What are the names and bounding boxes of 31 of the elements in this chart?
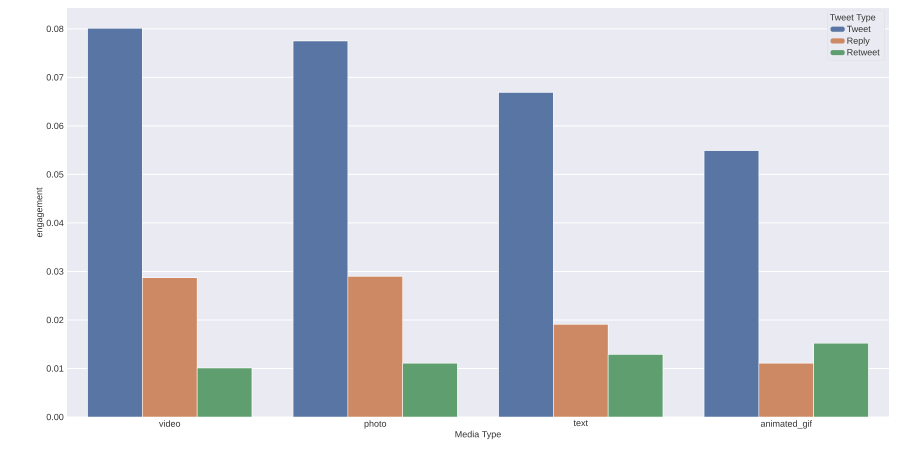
x-tick-label: animated_gif — [760, 420, 812, 429]
y-tick-label: 0.08 — [46, 26, 64, 32]
bar — [704, 150, 760, 417]
bar — [402, 362, 458, 417]
bar — [498, 92, 554, 417]
legend-label: Tweet — [846, 26, 871, 32]
bar — [758, 362, 814, 417]
legend-title: Tweet Type — [830, 14, 876, 22]
y-tick-label: 0.04 — [46, 220, 64, 226]
x-axis-title: Media Type — [455, 430, 501, 440]
y-tick-label: 0.02 — [46, 316, 64, 324]
y-tick-label: 0.07 — [46, 74, 64, 81]
legend-label: Retweet — [847, 49, 880, 56]
y-tick-label: 0.03 — [46, 268, 64, 275]
y-tick-label: 0.00 — [46, 414, 64, 420]
bar — [142, 278, 198, 417]
legend-label: Reply — [847, 37, 870, 46]
bar — [813, 342, 869, 417]
x-tick-label: photo — [364, 420, 386, 429]
y-axis-title: engagement — [36, 188, 44, 238]
bar — [608, 354, 664, 417]
bar — [553, 324, 608, 417]
x-tick-label: video — [159, 420, 180, 427]
y-tick-label: 0.06 — [46, 122, 64, 130]
bar — [88, 28, 142, 417]
bar — [197, 368, 252, 417]
bar — [348, 276, 403, 417]
y-tick-label: 0.01 — [46, 365, 64, 372]
y-tick-label: 0.05 — [46, 171, 64, 178]
bar — [292, 40, 348, 417]
x-tick-label: text — [574, 420, 588, 426]
